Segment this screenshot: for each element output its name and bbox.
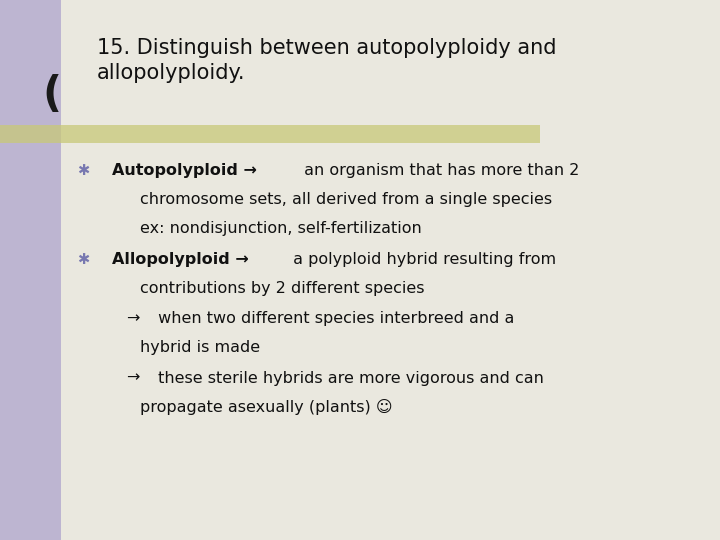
Text: when two different species interbreed and a: when two different species interbreed an…	[153, 311, 515, 326]
Text: Allopolyploid →: Allopolyploid →	[112, 252, 248, 267]
Text: ✱: ✱	[76, 163, 89, 178]
Text: chromosome sets, all derived from a single species: chromosome sets, all derived from a sing…	[140, 192, 552, 207]
Text: (: (	[42, 73, 61, 116]
Text: contributions by 2 different species: contributions by 2 different species	[140, 281, 425, 296]
Text: these sterile hybrids are more vigorous and can: these sterile hybrids are more vigorous …	[153, 370, 544, 386]
Text: ✱: ✱	[76, 252, 89, 267]
Text: →: →	[126, 311, 140, 326]
Text: Autopolyploid →: Autopolyploid →	[112, 163, 256, 178]
Text: an organism that has more than 2: an organism that has more than 2	[299, 163, 579, 178]
Bar	[0, 0, 61, 540]
Text: propagate asexually (plants) ☺: propagate asexually (plants) ☺	[140, 399, 393, 415]
Bar	[0, 125, 540, 143]
Text: hybrid is made: hybrid is made	[140, 340, 261, 355]
Text: ex: nondisjunction, self-fertilization: ex: nondisjunction, self-fertilization	[140, 221, 422, 236]
Text: 15. Distinguish between autopolyploidy and
allopolyploidy.: 15. Distinguish between autopolyploidy a…	[97, 38, 557, 83]
Text: →: →	[126, 370, 140, 386]
Text: a polyploid hybrid resulting from: a polyploid hybrid resulting from	[288, 252, 556, 267]
